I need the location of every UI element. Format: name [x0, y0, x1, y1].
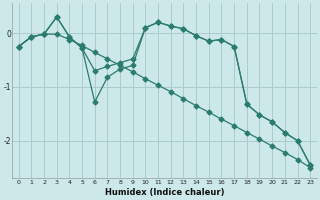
X-axis label: Humidex (Indice chaleur): Humidex (Indice chaleur)	[105, 188, 224, 197]
